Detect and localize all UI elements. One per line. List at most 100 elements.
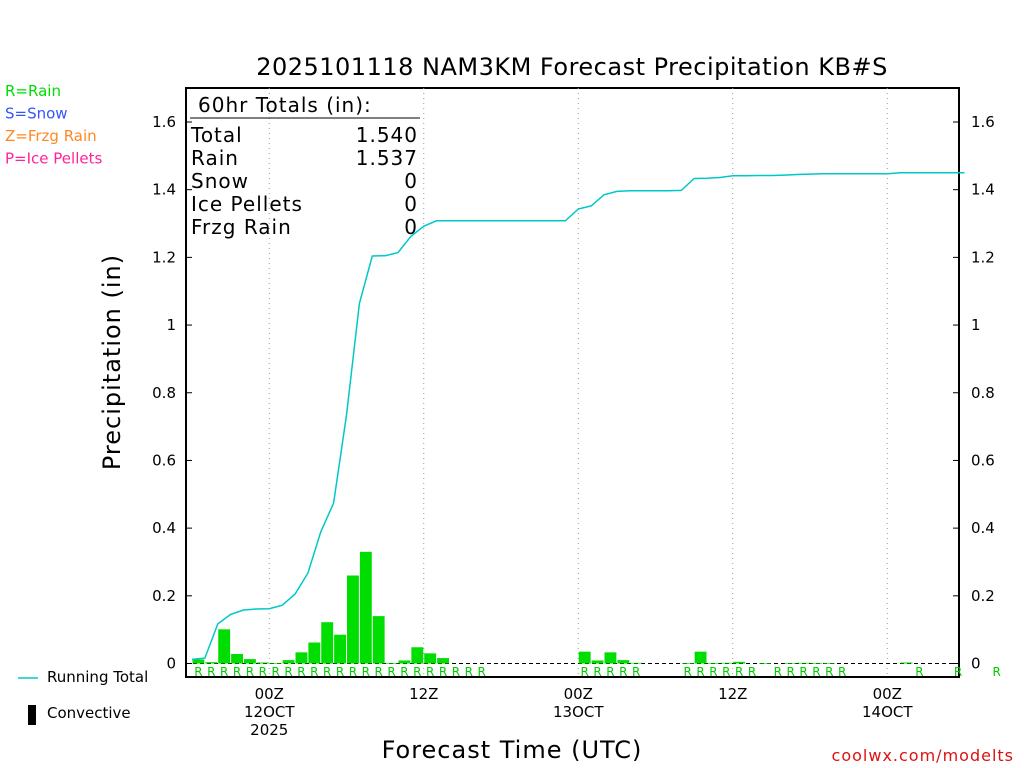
precip-type-legend-item: R=Rain — [5, 82, 61, 100]
rain-bar — [334, 634, 346, 664]
rain-bar — [295, 652, 308, 664]
x-tick-label: 00Z — [255, 685, 284, 703]
y-tick-label-left: 1 — [166, 316, 176, 334]
rain-flag: R — [452, 665, 460, 679]
totals-row-value: 0 — [404, 192, 418, 216]
totals-box: 60hr Totals (in): Total 1.540 Rain 1.537 Snow… — [190, 93, 420, 239]
rain-bar — [591, 660, 604, 664]
rain-flag: R — [696, 665, 704, 679]
rain-flag: R — [915, 665, 923, 679]
y-tick-label-left: 0.2 — [152, 587, 176, 605]
plot-frame — [185, 87, 960, 678]
rain-flag: R — [684, 665, 692, 679]
rain-flag: R — [825, 665, 833, 679]
rain-bar — [437, 658, 449, 664]
rain-flag: R — [336, 665, 344, 679]
totals-row-label: Snow — [191, 169, 249, 193]
y-tick-label-right: 1.4 — [971, 181, 995, 199]
rain-flag: R — [478, 665, 486, 679]
convective-swatch — [28, 705, 36, 725]
source-watermark: coolwx.com/modelts — [832, 746, 1014, 765]
rain-bar — [321, 622, 334, 664]
rain-flag: R — [194, 665, 202, 679]
x-tick-label: 12OCT — [244, 703, 295, 721]
rain-bar — [604, 652, 617, 664]
rain-bar — [372, 616, 385, 664]
rain-flag: R — [349, 665, 357, 679]
precip-type-legend: R=Rain S=Snow Z=Frzg Rain P=Ice Pellets — [5, 82, 102, 168]
rain-flag: R — [632, 665, 640, 679]
vertical-gridlines — [268, 88, 888, 677]
rain-flag: R — [619, 665, 627, 679]
rain-bar — [385, 663, 398, 664]
totals-row-label: Total — [190, 123, 243, 147]
totals-row-label: Ice Pellets — [191, 192, 303, 216]
rain-bar — [244, 659, 256, 664]
x-tick-label: 14OCT — [862, 703, 913, 721]
rain-flag: R — [722, 665, 730, 679]
rain-bar — [617, 660, 630, 664]
y-axis-ticks: 0 00.2 0.20.4 0.40.6 0.60.8 0.81 11.2 1.21.4 1.4… — [152, 113, 995, 673]
x-tick-label: 12Z — [409, 685, 438, 703]
precip-type-legend-item: Z=Frzg Rain — [5, 127, 97, 145]
rain-bar — [282, 660, 295, 664]
rain-bar — [759, 663, 771, 664]
rain-flag: R — [735, 665, 743, 679]
y-axis-label: Precipitation (in) — [98, 254, 126, 470]
series-legend-label: Convective — [47, 704, 131, 722]
y-tick-label-right: 0.8 — [971, 384, 995, 402]
precip-type-legend-item: S=Snow — [5, 105, 68, 123]
y-tick-label-left: 0.4 — [152, 519, 176, 537]
rain-flag: R — [362, 665, 370, 679]
rain-bar — [205, 662, 218, 664]
x-axis-label: Forecast Time (UTC) — [382, 736, 643, 764]
rain-flag: R — [799, 665, 807, 679]
rain-flag: R — [465, 665, 473, 679]
rain-flag: R — [748, 665, 756, 679]
rain-flag: R — [310, 665, 318, 679]
rain-flag: R — [709, 665, 717, 679]
rain-flag: R — [426, 665, 434, 679]
rain-flag: R — [606, 665, 614, 679]
rain-bar — [398, 660, 411, 664]
rain-flag: R — [413, 665, 421, 679]
rain-flag: R — [207, 665, 215, 679]
rain-bar — [411, 647, 424, 664]
rain-flag: R — [838, 665, 846, 679]
y-tick-label-left: 0.8 — [152, 384, 176, 402]
rain-bar — [681, 663, 694, 664]
rain-flag: R — [774, 665, 782, 679]
rain-flag: R — [387, 665, 395, 679]
y-tick-label-right: 1.2 — [971, 248, 995, 266]
rain-bar — [256, 662, 269, 664]
totals-row-value: 1.537 — [356, 146, 418, 170]
rain-bar — [784, 663, 797, 664]
rain-bar — [424, 653, 437, 664]
rain-flag: R — [787, 665, 795, 679]
rain-bar — [347, 575, 359, 664]
rain-bar — [218, 629, 231, 664]
y-tick-label-right: 1 — [971, 316, 981, 334]
y-tick-label-left: 1.4 — [152, 181, 176, 199]
precip-type-legend-item: P=Ice Pellets — [5, 150, 102, 168]
rain-bar — [359, 551, 372, 664]
rain-flag: R — [593, 665, 601, 679]
y-tick-label-right: 1.6 — [971, 113, 995, 131]
rain-bar — [733, 661, 746, 664]
chart-title: 2025101118 NAM3KM Forecast Precipitation… — [256, 53, 888, 81]
rain-flag: R — [812, 665, 820, 679]
rain-flag: R — [439, 665, 447, 679]
x-tick-label: 00Z — [564, 685, 593, 703]
rain-flag: R — [375, 665, 383, 679]
totals-row-label: Frzg Rain — [191, 215, 292, 239]
rain-flag: R — [246, 665, 254, 679]
series-legend-label: Running Total — [47, 668, 148, 686]
totals-row-value: 0 — [404, 215, 418, 239]
rain-bar — [900, 662, 913, 664]
rain-bar — [707, 663, 720, 664]
rain-flag: R — [400, 665, 408, 679]
rain-bar — [308, 642, 321, 664]
x-tick-label: 2025 — [250, 721, 288, 739]
